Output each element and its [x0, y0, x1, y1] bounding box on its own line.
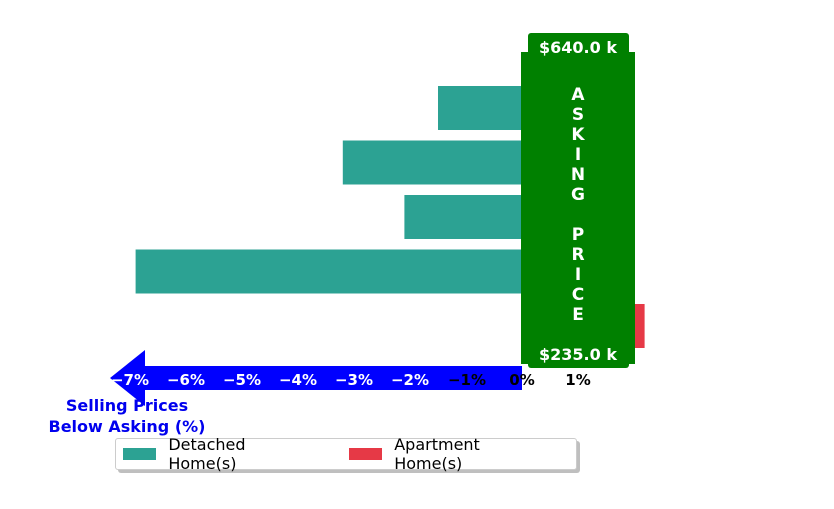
- x-axis-title-line1: Selling Prices: [66, 396, 188, 415]
- x-tick-label-7: 0%: [509, 371, 534, 389]
- bar-detached-2: [404, 195, 522, 239]
- bar-detached-1: [342, 140, 522, 185]
- band-letter-11: E: [572, 305, 584, 325]
- band-letter-1: S: [572, 105, 584, 125]
- band-letter-2: K: [571, 125, 585, 145]
- band-letter-10: C: [572, 285, 584, 305]
- x-tick-label-2: −5%: [223, 371, 261, 389]
- band-top-label-box: [528, 33, 629, 61]
- x-tick-label-0: −7%: [111, 371, 149, 389]
- below-asking-arrow: [110, 350, 522, 406]
- x-tick-label-5: −2%: [391, 371, 429, 389]
- legend-label-detached: Detached Home(s): [168, 435, 246, 473]
- band-letter-3: I: [575, 145, 581, 165]
- legend: Detached Home(s) Apartment Home(s): [115, 435, 577, 473]
- x-tick-label-6: −1%: [448, 371, 486, 389]
- band-letter-0: A: [571, 85, 585, 105]
- legend-item-detached: Detached Home(s): [123, 435, 316, 473]
- band-letter-8: R: [571, 245, 584, 265]
- x-tick-label-4: −3%: [335, 371, 373, 389]
- x-axis-ticks: −7% −6% −5% −4% −3% −2% −1% 0% 1%: [111, 371, 591, 389]
- bar-detached-0: [438, 86, 522, 130]
- bars-group: [135, 86, 645, 348]
- legend-swatch-detached: [123, 448, 157, 460]
- band-letter-5: G: [571, 185, 585, 205]
- asking-price-bottom-value: $235.0 k: [539, 345, 617, 364]
- legend-label-apartment: Apartment Home(s): [394, 435, 480, 473]
- band-letter-9: I: [575, 265, 581, 285]
- legend-swatch-apartment: [348, 448, 383, 460]
- x-tick-label-3: −4%: [279, 371, 317, 389]
- band-body: [521, 52, 635, 364]
- x-axis-title-line2: Below Asking (%): [49, 417, 206, 436]
- legend-item-apartment: Apartment Home(s): [348, 435, 550, 473]
- bar-detached-3: [135, 249, 522, 294]
- bar-apartment-4: [635, 304, 645, 348]
- asking-price-top-value: $640.0 k: [539, 38, 617, 57]
- band-bottom-label-box: [528, 340, 629, 368]
- band-letter-4: N: [571, 165, 585, 185]
- x-tick-label-1: −6%: [167, 371, 205, 389]
- band-letter-7: P: [572, 225, 584, 245]
- x-tick-label-8: 1%: [565, 371, 590, 389]
